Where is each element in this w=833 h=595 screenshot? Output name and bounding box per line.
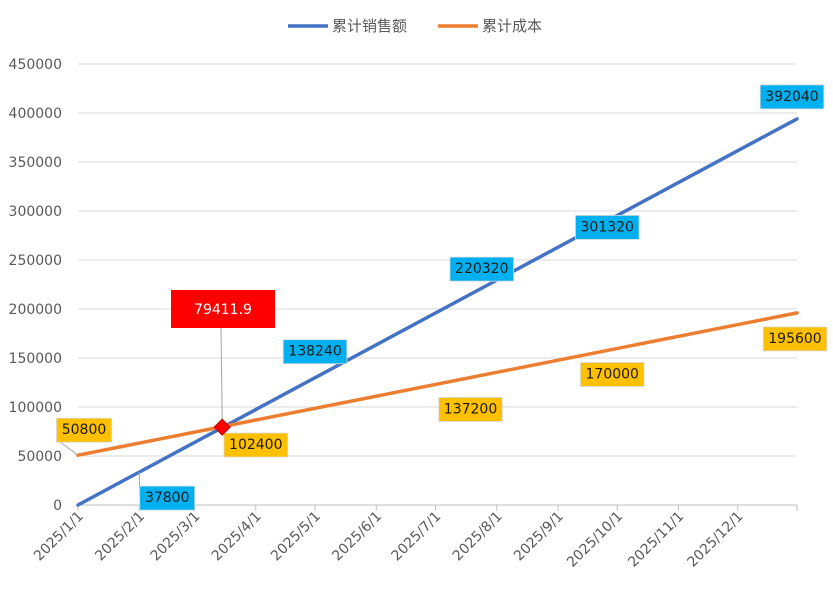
y-tick-label: 450000 <box>9 57 62 73</box>
x-tick-label: 2025/11/1 <box>625 509 687 571</box>
x-tick-label: 2025/3/1 <box>148 509 204 565</box>
x-tick-label: 2025/6/1 <box>329 509 385 565</box>
data-label: 37800 <box>145 490 190 506</box>
data-label-box <box>282 339 348 365</box>
data-label-box <box>575 215 640 240</box>
intersection-leader-line <box>220 327 223 422</box>
intersection-label-box <box>171 290 275 328</box>
x-tick-label: 2025/7/1 <box>389 509 445 565</box>
data-label-box <box>223 432 288 458</box>
legend[interactable]: 累计销售额 累计成本 <box>288 17 542 35</box>
data-label: 170000 <box>586 366 639 382</box>
data-label: 392040 <box>765 89 818 105</box>
y-tick-label: 350000 <box>9 155 62 171</box>
x-tick-label: 2025/12/1 <box>684 509 746 571</box>
data-label: 50800 <box>62 422 107 438</box>
data-label: 220320 <box>455 261 508 277</box>
x-axis: 2025/1/1 2025/2/1 2025/3/1 2025/4/1 2025/5/1… <box>31 505 798 571</box>
x-tick-label: 2025/4/1 <box>209 509 265 565</box>
data-label-box <box>759 84 825 110</box>
data-label: 301320 <box>581 219 634 235</box>
y-tick-label: 150000 <box>9 351 62 367</box>
y-tick-label: 300000 <box>9 204 62 220</box>
data-label-box <box>580 362 645 387</box>
x-tick-label: 2025/9/1 <box>511 509 567 565</box>
y-tick-label: 200000 <box>9 302 62 318</box>
data-label-box <box>438 397 503 422</box>
x-tick-label: 2025/5/1 <box>268 509 324 565</box>
x-tick-label: 2025/8/1 <box>450 509 506 565</box>
gridlines <box>78 63 797 506</box>
data-label: 137200 <box>444 401 497 417</box>
x-tick-label: 2025/1/1 <box>31 509 87 565</box>
data-label: 138240 <box>288 344 341 360</box>
data-label-box <box>449 256 514 282</box>
data-label: 102400 <box>229 437 282 453</box>
label-leader-line <box>60 441 79 456</box>
data-label-box <box>56 417 112 443</box>
series-lines <box>76 117 799 507</box>
series-line-sales <box>76 117 799 507</box>
x-tick-label: 2025/2/1 <box>92 509 148 565</box>
x-tick-label: 2025/10/1 <box>564 509 626 571</box>
y-tick-label: 50000 <box>17 449 62 465</box>
data-label-box <box>139 485 196 511</box>
intersection-label: 79411.9 <box>194 302 252 318</box>
data-label-box <box>762 326 828 352</box>
y-tick-label: 100000 <box>9 400 62 416</box>
data-label: 195600 <box>768 331 821 347</box>
y-tick-label: 250000 <box>9 253 62 269</box>
series-line-cost <box>76 311 799 457</box>
legend-label-sales: 累计销售额 <box>332 17 407 35</box>
legend-label-cost: 累计成本 <box>482 17 542 35</box>
y-tick-label: 0 <box>53 498 62 514</box>
y-axis: 0 50000 100000 150000 200000 250000 300000 3500… <box>9 57 62 514</box>
intersection-marker <box>213 418 231 436</box>
y-tick-label: 400000 <box>9 106 62 122</box>
data-labels: 37800 138240 220320 301320 392040 50800 102400… <box>56 84 828 511</box>
